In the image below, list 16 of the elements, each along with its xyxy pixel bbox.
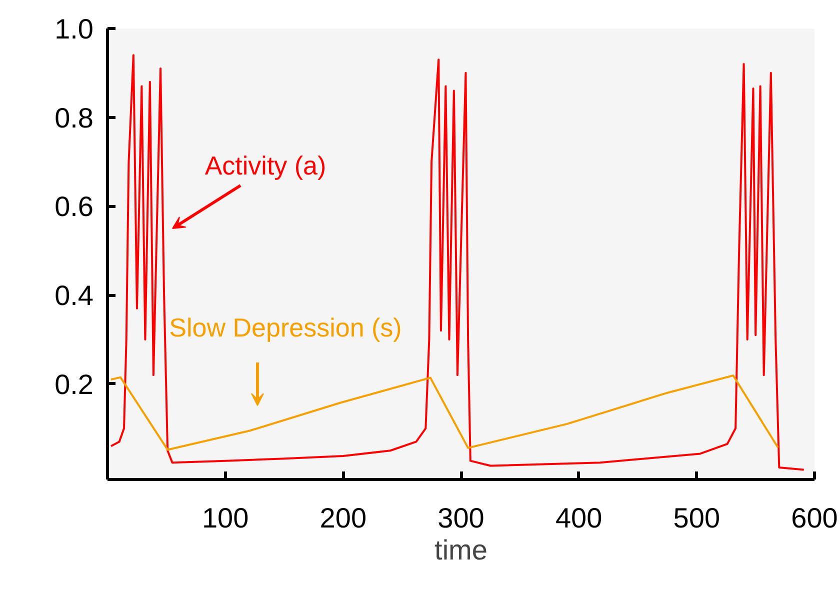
- x-tick-label: 600: [791, 502, 838, 534]
- x-tick-label: 400: [555, 502, 602, 534]
- x-axis-title: time: [434, 534, 488, 566]
- x-tick-label: 100: [202, 502, 249, 534]
- annotation: Activity (a): [204, 150, 326, 180]
- line-series: [110, 374, 779, 451]
- annotation: Slow Depression (s): [169, 312, 402, 342]
- y-tick-label: 1.0: [54, 14, 94, 44]
- y-tick-label: 0.8: [54, 102, 94, 134]
- y-tick-label: 0.6: [54, 191, 94, 222]
- y-tick-label: 0.4: [54, 280, 94, 312]
- y-tick-label: 0.2: [54, 368, 94, 400]
- line-series: [110, 54, 805, 471]
- x-tick-label: 300: [438, 502, 484, 534]
- x-tick-label: 200: [320, 502, 367, 534]
- x-tick-label: 500: [673, 502, 720, 534]
